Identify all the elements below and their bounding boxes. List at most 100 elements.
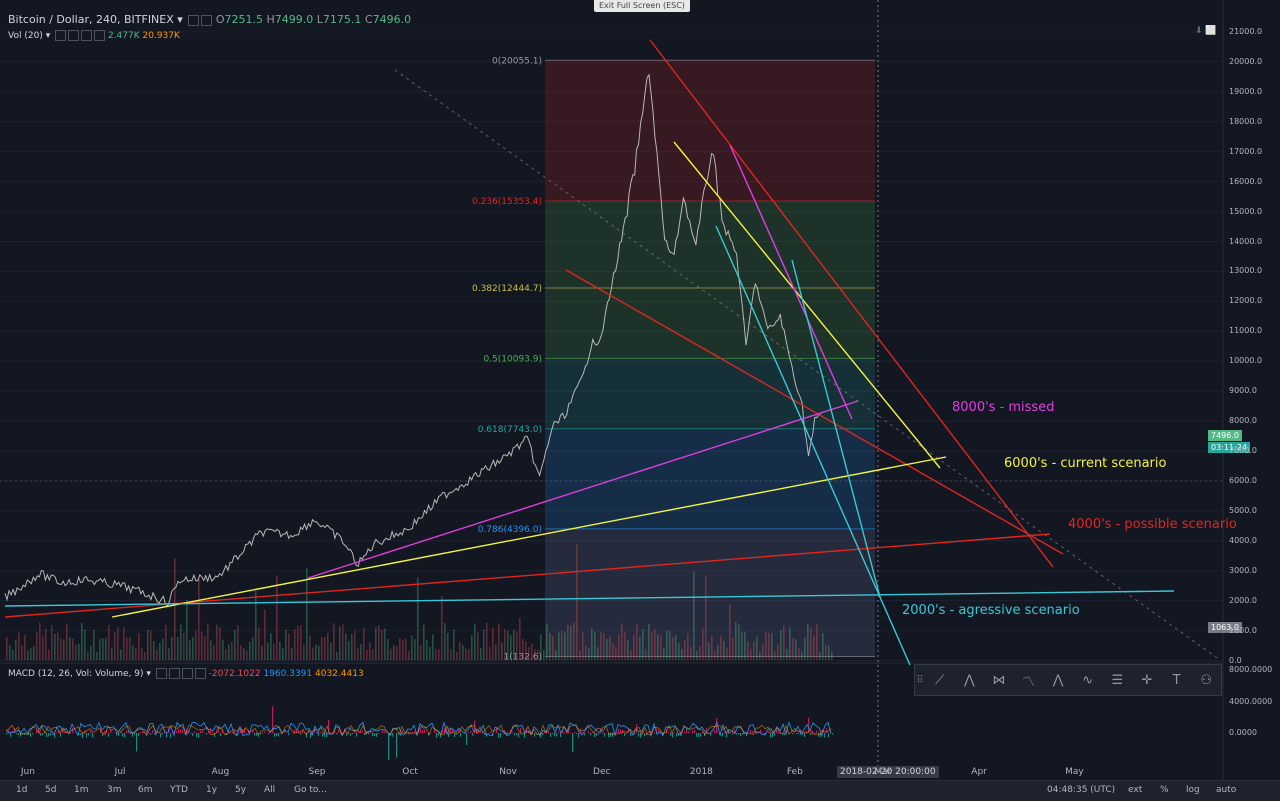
close-icon[interactable] — [195, 668, 206, 679]
range-1d[interactable]: 1d — [16, 785, 27, 795]
volume-bar — [684, 640, 686, 660]
volume-bar — [405, 638, 407, 660]
volume-bar — [78, 644, 80, 660]
macd-histogram-bar — [160, 733, 161, 737]
time-tick-label: Jul — [115, 767, 126, 777]
price-tick-label: 17000.0 — [1229, 147, 1262, 156]
volume-bar — [828, 645, 830, 660]
volume-bar — [441, 596, 443, 660]
close-icon[interactable] — [94, 30, 105, 41]
volume-bar — [396, 646, 398, 660]
settings-icon[interactable] — [169, 668, 180, 679]
arrow-down-icon[interactable]: ⬇ — [1195, 26, 1203, 36]
volume-bar — [255, 591, 257, 660]
macd-histogram-bar — [378, 733, 379, 734]
eye-icon[interactable] — [55, 30, 66, 41]
range-5y[interactable]: 5y — [235, 785, 246, 795]
macd-histogram-bar — [740, 733, 741, 736]
macd-histogram-bar — [118, 733, 119, 736]
macd-histogram-bar — [32, 733, 33, 734]
macd-histogram-bar — [714, 730, 715, 733]
clock: 04:48:35 (UTC) — [1047, 785, 1115, 795]
crosshair-icon[interactable]: ✛ — [1133, 668, 1161, 692]
macd-histogram-bar — [832, 733, 833, 735]
macd-histogram-bar — [460, 733, 461, 737]
volume-bar — [696, 651, 698, 660]
eye-icon[interactable] — [156, 668, 167, 679]
eye-icon[interactable] — [188, 15, 199, 26]
volume-bar — [81, 623, 83, 660]
volume-bar — [618, 634, 620, 660]
range-3m[interactable]: 3m — [107, 785, 122, 795]
abcd-pattern-icon[interactable]: ⋀ — [1044, 668, 1072, 692]
range-5d[interactable]: 5d — [45, 785, 56, 795]
macd-histogram-bar — [500, 733, 501, 737]
range-6m[interactable]: 6m — [138, 785, 153, 795]
macd-histogram-bar — [430, 733, 431, 734]
volume-bar — [687, 633, 689, 660]
range-all[interactable]: All — [264, 785, 275, 795]
settings-icon[interactable] — [201, 15, 212, 26]
fib-levels-icon[interactable]: ☰ — [1104, 668, 1132, 692]
pattern-icon[interactable]: ⋀ — [955, 668, 983, 692]
macd-histogram-bar — [732, 733, 733, 735]
chevron-down-icon[interactable]: ▾ — [177, 13, 183, 26]
volume-bar — [456, 652, 458, 660]
drag-handle-icon[interactable]: ⠿ — [915, 675, 925, 686]
auto-toggle[interactable]: auto — [1216, 785, 1236, 795]
price-tick-label: 7000.0 — [1229, 446, 1257, 455]
macd-histogram-bar — [550, 733, 551, 737]
bottom-toolbar: 1d 5d 1m 3m 6m YTD 1y 5y All Go to... 04… — [0, 780, 1280, 801]
range-1m[interactable]: 1m — [74, 785, 89, 795]
settings-icon[interactable] — [68, 30, 79, 41]
exit-fullscreen-hint[interactable]: Exit Full Screen (ESC) — [594, 0, 690, 12]
high-label: H — [266, 13, 274, 26]
macd-histogram-bar — [670, 733, 671, 736]
high-value: 7499.0 — [275, 13, 314, 26]
macd-histogram-bar — [792, 733, 793, 734]
range-ytd[interactable]: YTD — [170, 785, 188, 795]
volume-bar — [783, 626, 785, 660]
volume-label[interactable]: Vol (20) — [8, 31, 43, 41]
wave-pattern-icon[interactable]: ∿ — [1074, 668, 1102, 692]
ext-toggle[interactable]: ext — [1128, 785, 1142, 795]
maximize-icon[interactable]: ⬜ — [1205, 26, 1216, 36]
volume-bar — [135, 648, 137, 660]
volume-bar — [786, 649, 788, 660]
volume-bar — [756, 637, 758, 660]
macd-histogram-bar — [594, 733, 595, 737]
trend-line-icon[interactable]: ⟋ — [926, 668, 954, 692]
macd-histogram-bar — [710, 733, 711, 736]
macd-histogram-bar — [356, 733, 357, 737]
scenario-annotation: 6000's - current scenario — [1004, 456, 1166, 471]
range-1y[interactable]: 1y — [206, 785, 217, 795]
plus-icon[interactable] — [182, 668, 193, 679]
text-tool-icon[interactable]: T — [1163, 668, 1191, 692]
macd-histogram-bar — [454, 733, 455, 737]
volume-bar — [309, 636, 311, 660]
volume-bar — [144, 652, 146, 660]
node-tool-icon[interactable]: ⚇ — [1192, 668, 1220, 692]
volume-bar — [315, 645, 317, 660]
elliott-wave-icon[interactable]: 〽 — [1015, 668, 1043, 692]
volume-bar — [399, 638, 401, 660]
volume-bar — [147, 630, 149, 660]
chevron-down-icon[interactable]: ▾ — [146, 669, 151, 679]
volume-bar — [558, 632, 560, 660]
xabcd-pattern-icon[interactable]: ⋈ — [985, 668, 1013, 692]
log-toggle[interactable]: log — [1186, 785, 1200, 795]
volume-bar — [522, 639, 524, 660]
symbol-title[interactable]: Bitcoin / Dollar, 240, BITFINEX — [8, 13, 174, 26]
macd-label[interactable]: MACD (12, 26, Vol: Volume, 9) — [8, 669, 144, 679]
goto-button[interactable]: Go to... — [294, 785, 327, 795]
macd-histogram-bar — [346, 733, 347, 736]
volume-bar — [792, 638, 794, 660]
time-tick-label: Aug — [212, 767, 230, 777]
chevron-down-icon[interactable]: ▾ — [46, 31, 51, 41]
percent-toggle[interactable]: % — [1160, 785, 1169, 795]
volume-bar — [543, 650, 545, 660]
plus-icon[interactable] — [81, 30, 92, 41]
fib-level-label: 0.382(12444.7) — [472, 284, 542, 294]
volume-bar — [414, 639, 416, 660]
volume-bar — [387, 639, 389, 660]
